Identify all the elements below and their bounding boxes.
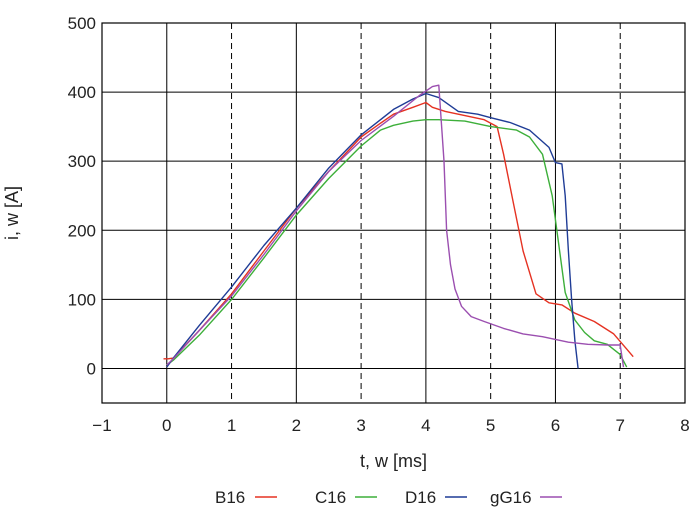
y-axis-label: i, w [A]: [2, 186, 22, 240]
legend: B16 C16 D16 gG16: [215, 488, 562, 507]
legend-label-d16: D16: [405, 488, 436, 507]
y-tick-label: 500: [68, 14, 96, 33]
x-tick-label: 6: [551, 416, 560, 435]
grid: [102, 23, 685, 403]
x-tick-label: 3: [356, 416, 365, 435]
x-tick-label: 4: [421, 416, 430, 435]
y-tick-label: 300: [68, 152, 96, 171]
x-tick-label: −1: [92, 416, 111, 435]
x-tick-label: 1: [227, 416, 236, 435]
series-lines: [163, 84, 634, 369]
x-tick-label: 8: [680, 416, 689, 435]
y-tick-label: 200: [68, 221, 96, 240]
y-tick-label: 100: [68, 290, 96, 309]
tick-labels: −1 0 1 2 3 4 5 6 7 8 0 100 200 300 400 500: [68, 14, 690, 435]
legend-label-b16: B16: [215, 488, 245, 507]
x-tick-label: 0: [162, 416, 171, 435]
legend-label-c16: C16: [315, 488, 346, 507]
plot-frame: [101, 22, 686, 404]
x-axis-label: t, w [ms]: [360, 451, 427, 471]
series-line-c16: [166, 118, 628, 368]
y-tick-label: 400: [68, 83, 96, 102]
x-tick-label: 2: [292, 416, 301, 435]
series-line-d16: [166, 92, 579, 369]
series-line-gg16: [166, 84, 625, 368]
y-tick-label: 0: [87, 359, 96, 378]
legend-label-gg16: gG16: [490, 488, 532, 507]
series-line-b16: [163, 101, 634, 360]
x-tick-label: 5: [486, 416, 495, 435]
x-tick-label: 7: [615, 416, 624, 435]
